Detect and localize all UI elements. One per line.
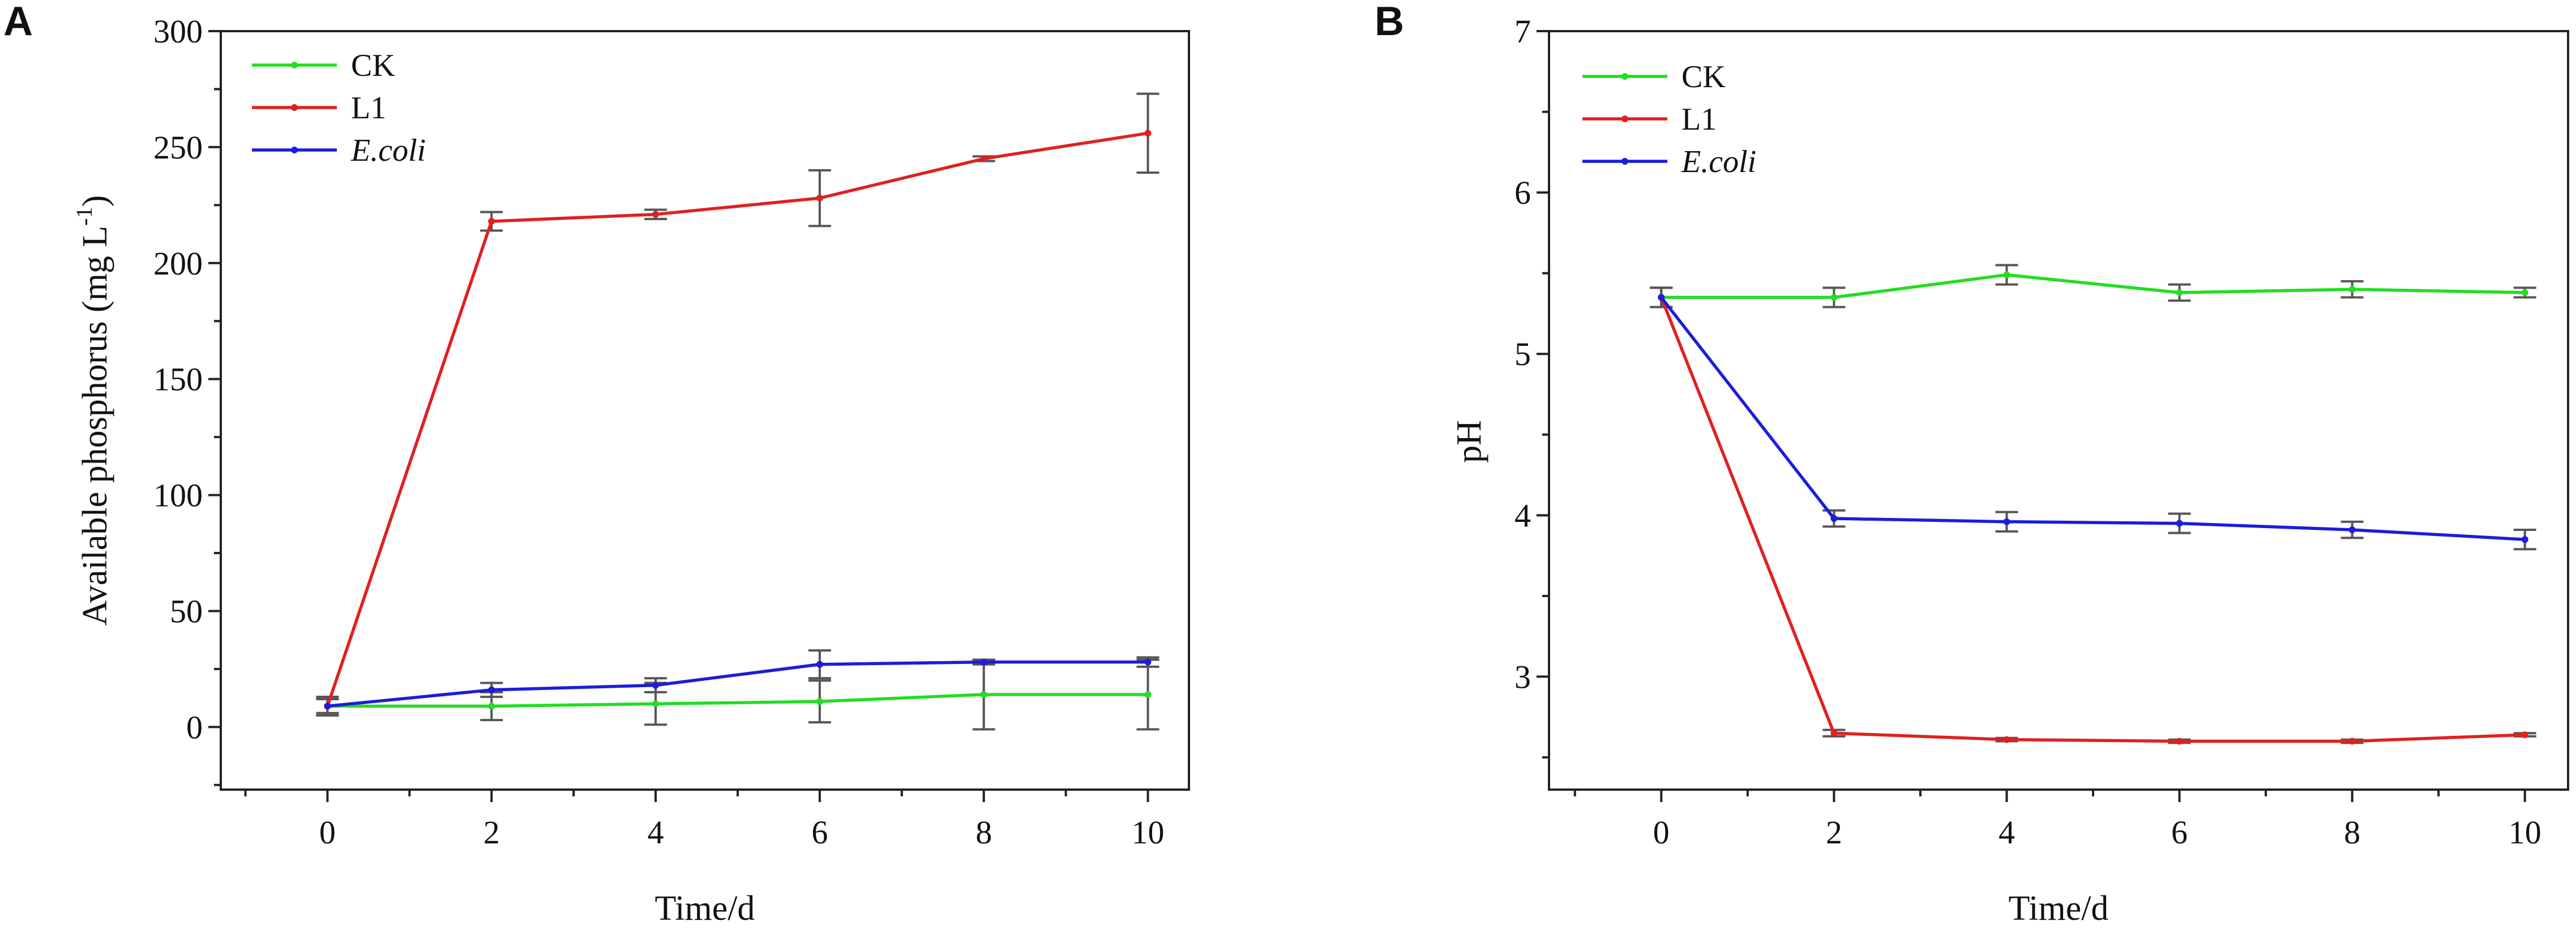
panel-b-line-ck: [1661, 273, 2525, 299]
panel-a-y-axis-title-sup: -1: [71, 207, 97, 225]
panel-a-x-axis-title: Time/d: [655, 889, 755, 928]
panel-a-y-tick-label: 200: [153, 245, 203, 282]
panel-a-y-ticks: 0 50 100 150 200 250 300: [153, 13, 221, 786]
panel-b-point-ck: [2348, 286, 2356, 293]
panel-a-y-tick-label: 300: [153, 13, 203, 50]
panel-a-legend-marker-ck: [291, 62, 298, 68]
panel-a-point-ck: [980, 691, 987, 698]
panel-b-point-l1: [1830, 730, 1838, 737]
panel-a-line-ecoli: [327, 660, 1148, 708]
panel-a-error-bars: [316, 92, 1159, 731]
panel-a-point-ecoli: [1144, 658, 1152, 666]
panel-b-point-ck: [2176, 289, 2183, 296]
panel-b-point-ck: [1830, 294, 1838, 301]
panel-a-point-l1: [652, 211, 660, 218]
panel-a-point-l1: [980, 155, 987, 162]
panel-b-point-ck: [2003, 271, 2010, 278]
panel-b-point-ecoli: [2003, 518, 2010, 525]
panel-b-legend: CK L1 E.coli: [1582, 59, 1756, 179]
panel-b-x-tick-label: 2: [1826, 814, 1842, 851]
panel-a-point-ck: [652, 700, 660, 708]
panel-b-series: [1658, 271, 2528, 745]
panel-a-series: [324, 130, 1152, 710]
panel-b-x-tick-label: 6: [2171, 814, 2188, 851]
panel-b-point-ecoli: [2521, 536, 2528, 543]
panel-a-x-ticks: 0 2 4 6 8 10: [244, 790, 1165, 851]
panel-a-point-l1: [816, 195, 823, 202]
panel-a-y-axis-title-close: ): [76, 195, 114, 207]
panel-b-point-ecoli: [2348, 526, 2356, 533]
panel-a-y-tick-label: 250: [153, 129, 203, 166]
panel-a-point-ck: [488, 702, 495, 710]
panel-b-point-ecoli: [1658, 294, 1665, 301]
panel-b-x-ticks: 0 2 4 6 8 10: [1573, 790, 2541, 851]
panel-b-x-tick-label: 8: [2344, 814, 2360, 851]
panel-b-y-tick-label: 6: [1514, 174, 1531, 211]
panel-b-y-tick-label: 4: [1514, 497, 1531, 534]
panel-a-point-ck: [816, 698, 823, 705]
panel-b-y-ticks: 3 4 5 6 7: [1514, 13, 1549, 758]
panel-a-y-tick-label: 100: [153, 477, 203, 514]
panel-a-y-tick-label: 50: [170, 593, 203, 629]
panel-a-legend-label-l1: L1: [351, 91, 386, 126]
panel-a-x-tick-label: 8: [975, 814, 992, 851]
panel-a-point-ecoli: [652, 682, 660, 689]
panel-b-point-l1: [2521, 731, 2528, 739]
panel-b-point-l1: [2176, 738, 2183, 745]
panel-a-point-ecoli: [816, 661, 823, 668]
panel-b-point-l1: [2003, 736, 2010, 743]
panel-b-legend-label-ck: CK: [1681, 59, 1726, 95]
panel-a-legend-label-ecoli: E.coli: [350, 133, 426, 168]
panel-a-legend-label-ck: CK: [351, 48, 395, 83]
panel-b-point-ck: [2521, 289, 2528, 296]
panel-a: A 0 50 100 150 200 250 300 0 2 4 6 8 10 Time/d Avai…: [3, 0, 1190, 928]
panel-b-line-ecoli: [1660, 296, 2525, 541]
panel-a-y-axis-title-main: Available phosphorus (mg L: [76, 226, 114, 626]
panel-b-legend-marker-l1: [1621, 115, 1628, 122]
panel-a-legend: CK L1 E.coli: [252, 48, 426, 168]
panel-b-error-bars: [1650, 264, 2536, 744]
panel-a-y-axis-title: Available phosphorus (mg L-1): [71, 195, 114, 626]
panel-b-point-ecoli: [2176, 520, 2183, 527]
panel-a-letter: A: [3, 0, 33, 44]
panel-b-legend-marker-ecoli: [1621, 158, 1628, 165]
panel-b-y-axis-title-main: pH: [1450, 420, 1488, 463]
panel-b-y-tick-label: 7: [1514, 13, 1531, 50]
panel-a-point-ecoli: [488, 686, 495, 693]
panel-b-x-tick-label: 10: [2509, 814, 2541, 851]
panel-b-line-l1: [1659, 297, 2525, 743]
panel-a-plot-frame: [220, 30, 1190, 791]
panel-b-legend-label-l1: L1: [1681, 102, 1717, 137]
panel-b-x-axis-title: Time/d: [2009, 889, 2109, 928]
panel-b-plot-frame: [1548, 30, 2569, 791]
panel-a-y-tick-label: 0: [186, 709, 203, 745]
panel-a-x-tick-label: 4: [648, 814, 664, 851]
panel-a-point-ecoli: [324, 702, 331, 710]
panel-b-legend-label-ecoli: E.coli: [1681, 144, 1756, 179]
panel-b-point-ecoli: [1830, 515, 1838, 522]
panel-a-point-ecoli: [980, 658, 987, 666]
panel-a-x-tick-label: 6: [811, 814, 828, 851]
panel-b-letter: B: [1375, 0, 1404, 44]
panel-a-line-l1: [326, 131, 1148, 707]
panel-a-line-ck: [327, 693, 1148, 708]
panel-a-point-ck: [1144, 691, 1152, 698]
panel-a-legend-marker-ecoli: [291, 147, 298, 153]
panel-b-legend-marker-ck: [1621, 73, 1628, 80]
panel-b-point-l1: [2348, 738, 2356, 745]
panel-a-point-l1: [1144, 130, 1152, 137]
panel-a-x-tick-label: 2: [483, 814, 500, 851]
panel-b: B 3 4 5 6 7 0 2 4 6 8 10 Time/d pH CK L1 E.coli: [1375, 0, 2569, 928]
panel-a-point-l1: [488, 218, 495, 225]
panel-a-x-tick-label: 10: [1132, 814, 1165, 851]
panel-b-y-tick-label: 5: [1514, 336, 1531, 372]
panel-a-y-tick-label: 150: [153, 361, 203, 398]
panel-b-y-axis-title: pH: [1450, 420, 1488, 463]
panel-b-x-tick-label: 4: [1999, 814, 2015, 851]
panel-b-y-tick-label: 3: [1514, 658, 1531, 695]
panel-a-legend-marker-l1: [291, 104, 298, 111]
panel-b-x-tick-label: 0: [1653, 814, 1670, 851]
panel-a-x-tick-label: 0: [319, 814, 336, 851]
